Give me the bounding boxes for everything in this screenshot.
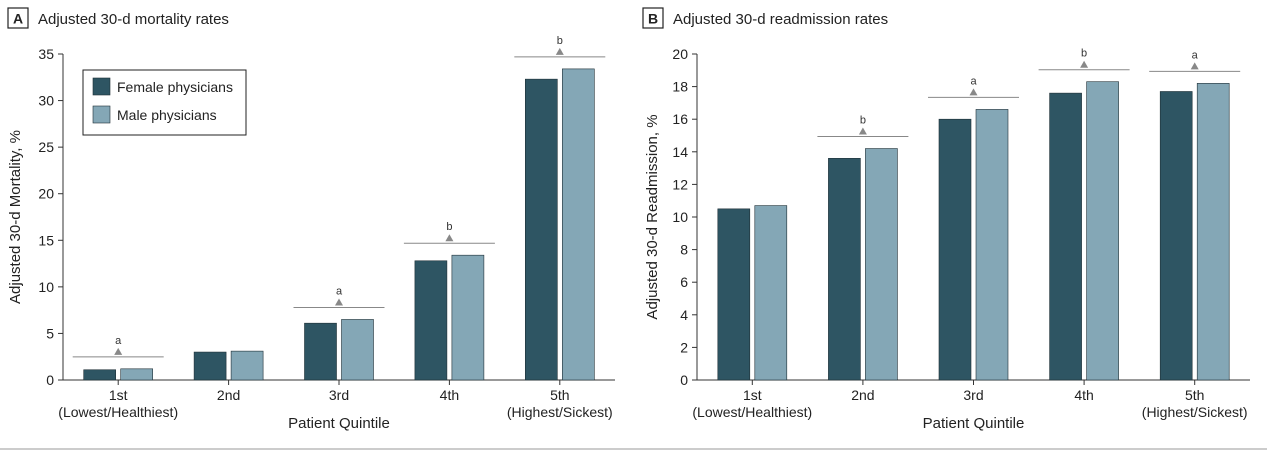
- bar-male: [230, 350, 264, 381]
- x-tick-label: (Highest/Sickest): [507, 404, 613, 420]
- y-tick-label: 8: [680, 242, 688, 258]
- bar-female: [1159, 91, 1193, 381]
- y-tick-label: 6: [680, 274, 688, 290]
- x-tick-label: 1st: [743, 387, 762, 403]
- bar-female: [414, 260, 448, 381]
- significance-letter: a: [115, 335, 122, 347]
- y-tick-label: 5: [46, 325, 54, 341]
- significance-triangle-icon: [335, 298, 343, 306]
- x-axis-label: Patient Quintile: [288, 415, 390, 432]
- significance-letter: b: [557, 35, 563, 47]
- bar-male: [1196, 83, 1230, 381]
- y-tick-label: 0: [46, 372, 54, 388]
- x-tick-label: 1st: [109, 387, 128, 403]
- x-tick-label: 3rd: [329, 387, 349, 403]
- x-tick-label: 2nd: [217, 387, 240, 403]
- panel-tag-box: [7, 7, 29, 29]
- panel-letter: A: [13, 11, 23, 27]
- significance-letter: b: [1081, 48, 1087, 60]
- y-tick-label: 10: [38, 279, 54, 295]
- bar-female: [938, 118, 972, 381]
- y-tick-label: 0: [680, 372, 688, 388]
- y-tick-label: 16: [672, 111, 688, 127]
- significance-triangle-icon: [1190, 62, 1199, 70]
- y-tick-label: 14: [672, 144, 688, 160]
- x-tick-label: 5th: [1185, 387, 1204, 403]
- x-tick-label: 4th: [440, 387, 459, 403]
- bar-male: [754, 205, 788, 381]
- significance-triangle-icon: [1080, 60, 1089, 68]
- chart-panel-b: B Adjusted 30-d readmission rates 0 2 4 6 8 10 1…: [642, 7, 1250, 432]
- bar-female: [193, 351, 227, 381]
- x-tick-label: (Highest/Sickest): [1142, 404, 1248, 420]
- significance-triangle-icon: [555, 47, 564, 55]
- bar-male: [451, 254, 485, 381]
- y-tick-label: 2: [680, 339, 688, 355]
- legend-label: Female physicians: [117, 79, 233, 95]
- y-tick-label: 25: [38, 139, 54, 155]
- y-tick-label: 20: [672, 46, 688, 62]
- x-axis-label: Patient Quintile: [923, 415, 1025, 432]
- significance-letter: b: [446, 221, 452, 233]
- y-tick-label: 12: [672, 176, 688, 192]
- bar-female: [717, 208, 751, 381]
- x-tick-label: 2nd: [851, 387, 874, 403]
- significance-letter: a: [1192, 49, 1199, 61]
- y-tick-label: 10: [672, 209, 688, 225]
- legend-swatch: [92, 105, 111, 124]
- bar-female: [83, 369, 116, 381]
- bar-female: [304, 322, 337, 381]
- x-tick-label: (Lowest/Healthiest): [58, 404, 178, 420]
- bar-male: [341, 319, 374, 381]
- y-tick-label: 15: [38, 232, 54, 248]
- bar-male: [975, 109, 1009, 381]
- significance-triangle-icon: [969, 88, 978, 96]
- bar-male: [120, 368, 153, 381]
- y-axis-label: Adjusted 30-d Mortality, %: [7, 130, 24, 304]
- significance-letter: a: [970, 75, 977, 87]
- significance-letter: a: [336, 285, 343, 297]
- chart-title: Adjusted 30-d readmission rates: [673, 11, 888, 28]
- y-tick-label: 18: [672, 79, 688, 95]
- legend-box: [82, 69, 247, 136]
- significance-triangle-icon: [445, 234, 454, 242]
- bar-female: [828, 158, 861, 381]
- significance-letter: b: [860, 115, 866, 127]
- bar-female: [1049, 92, 1082, 381]
- panel-letter: B: [648, 11, 658, 27]
- y-axis-label: Adjusted 30-d Readmission, %: [644, 114, 661, 319]
- panel-tag-box: [642, 7, 664, 29]
- bar-female: [524, 78, 558, 381]
- legend-label: Male physicians: [117, 107, 217, 123]
- y-tick-label: 20: [38, 186, 54, 202]
- y-tick-label: 30: [38, 93, 54, 109]
- x-tick-label: (Lowest/Healthiest): [692, 404, 812, 420]
- y-tick-label: 35: [38, 46, 54, 62]
- x-tick-label: 5th: [550, 387, 569, 403]
- bar-male: [561, 68, 595, 381]
- chart-title: Adjusted 30-d mortality rates: [38, 11, 229, 28]
- x-tick-label: 4th: [1074, 387, 1093, 403]
- significance-triangle-icon: [858, 127, 867, 135]
- x-tick-label: 3rd: [963, 387, 983, 403]
- chart-panel-a: A Adjusted 30-d mortality rates 0 5 10 15 20 25…: [7, 7, 615, 432]
- bar-male: [1086, 81, 1119, 381]
- legend-swatch: [92, 77, 111, 96]
- significance-triangle-icon: [114, 347, 123, 355]
- bar-male: [865, 148, 898, 381]
- y-tick-label: 4: [680, 307, 688, 323]
